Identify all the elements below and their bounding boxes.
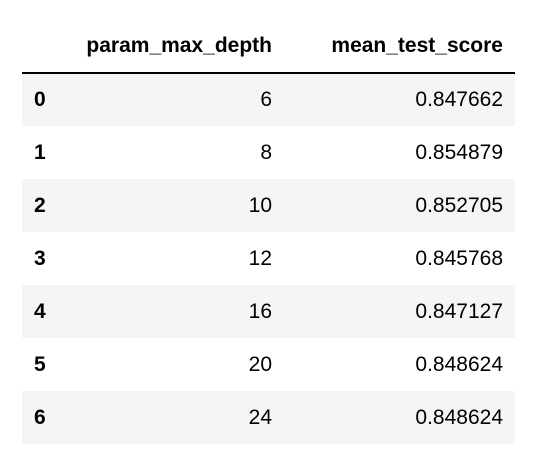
table-header: param_max_depth mean_test_score <box>22 20 515 74</box>
row-index: 1 <box>34 140 46 164</box>
cell-param-max-depth: 8 <box>260 140 272 164</box>
column-header-param-max-depth: param_max_depth <box>68 20 284 74</box>
row-index: 0 <box>34 88 46 111</box>
cell-param-max-depth: 20 <box>248 352 272 376</box>
dataframe-output: param_max_depth mean_test_score 0 6 0.84… <box>22 20 515 444</box>
cell-mean-test-score: 0.854879 <box>415 140 503 164</box>
cell-mean-test-score: 0.845768 <box>415 246 503 270</box>
cell-param-max-depth: 12 <box>248 246 272 270</box>
table-row: 4 16 0.847127 <box>22 285 515 338</box>
cell-mean-test-score: 0.847127 <box>415 299 503 323</box>
cell-param-max-depth: 24 <box>248 405 272 429</box>
row-index: 6 <box>34 405 46 429</box>
table-row: 0 6 0.847662 <box>22 73 515 126</box>
header-row: param_max_depth mean_test_score <box>22 20 515 74</box>
cell-param-max-depth: 16 <box>248 299 272 323</box>
cell-mean-test-score: 0.847662 <box>415 88 503 111</box>
index-header <box>22 20 68 74</box>
table-row: 5 20 0.848624 <box>22 338 515 391</box>
table-body: 0 6 0.847662 1 8 0.854879 2 10 0.852705 … <box>22 73 515 444</box>
row-index: 3 <box>34 246 46 270</box>
table-row: 3 12 0.845768 <box>22 232 515 285</box>
row-index: 5 <box>34 352 46 376</box>
table-row: 2 10 0.852705 <box>22 179 515 232</box>
column-header-mean-test-score: mean_test_score <box>284 20 515 74</box>
cell-mean-test-score: 0.848624 <box>415 352 503 376</box>
results-table: param_max_depth mean_test_score 0 6 0.84… <box>22 20 515 444</box>
cell-mean-test-score: 0.848624 <box>415 405 503 429</box>
cell-param-max-depth: 6 <box>260 88 272 111</box>
row-index: 2 <box>34 193 46 217</box>
table-row: 1 8 0.854879 <box>22 126 515 179</box>
table-row: 6 24 0.848624 <box>22 391 515 444</box>
row-index: 4 <box>34 299 46 323</box>
cell-param-max-depth: 10 <box>248 193 272 217</box>
cell-mean-test-score: 0.852705 <box>415 193 503 217</box>
